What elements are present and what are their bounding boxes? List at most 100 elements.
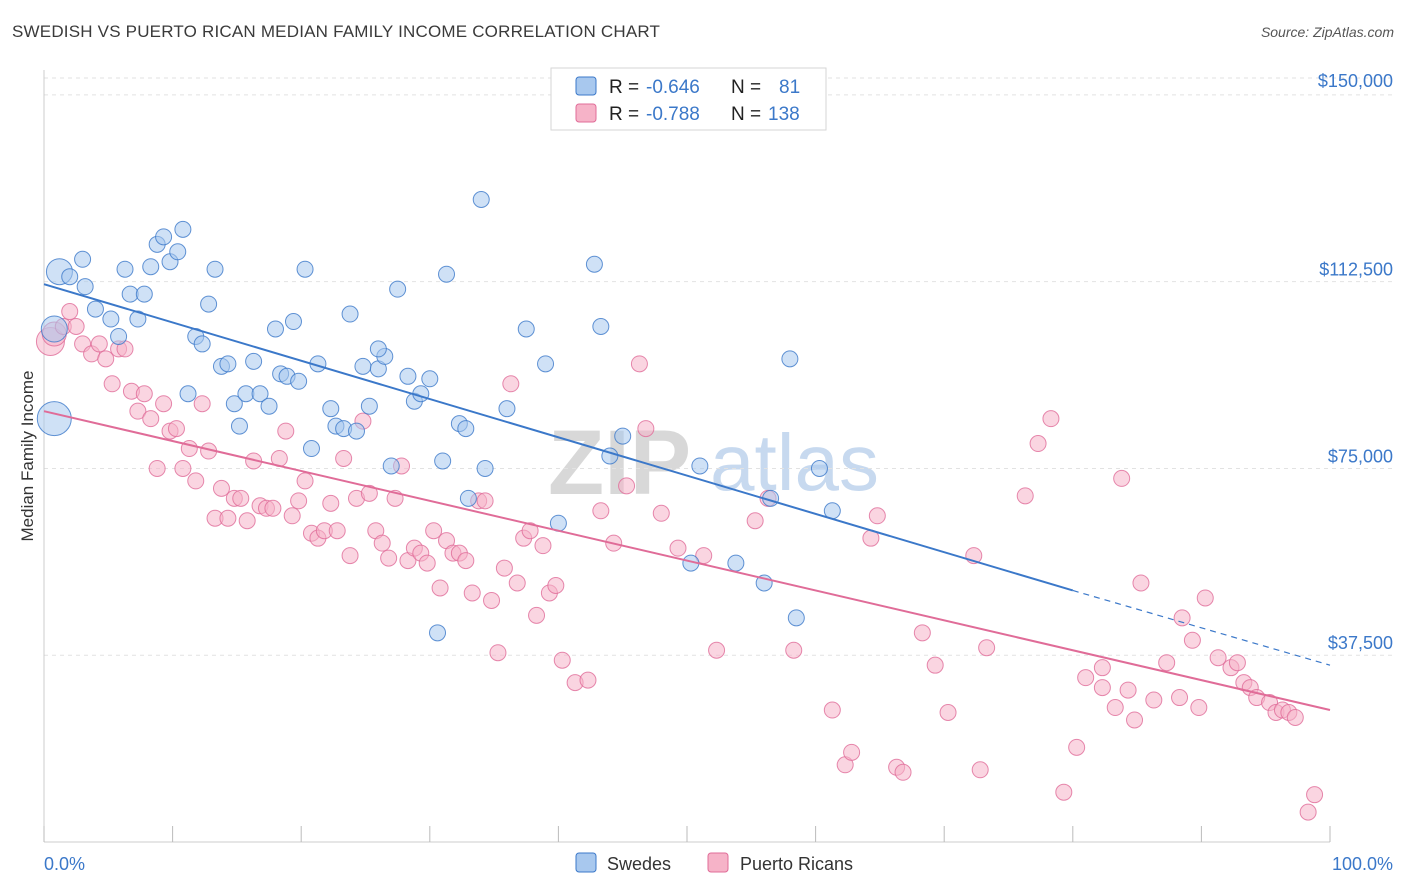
data-point bbox=[212, 479, 230, 497]
y-axis-label: Median Family Income bbox=[18, 370, 37, 541]
data-point bbox=[1093, 659, 1111, 677]
data-point bbox=[498, 400, 516, 418]
data-point bbox=[614, 427, 632, 445]
data-point bbox=[508, 574, 526, 592]
watermark-atlas: atlas bbox=[710, 418, 879, 507]
data-point bbox=[369, 340, 387, 358]
data-point bbox=[135, 285, 153, 303]
data-point bbox=[592, 502, 610, 520]
trend-line-swedes-extension bbox=[1072, 589, 1331, 666]
data-point bbox=[290, 492, 308, 510]
data-point bbox=[483, 591, 501, 609]
data-point bbox=[148, 459, 166, 477]
data-point bbox=[787, 609, 805, 627]
data-point bbox=[283, 507, 301, 525]
data-point bbox=[354, 357, 372, 375]
data-point bbox=[245, 352, 263, 370]
data-point bbox=[926, 656, 944, 674]
data-point bbox=[36, 401, 72, 437]
trend-line-swedes bbox=[43, 283, 1074, 592]
data-point bbox=[200, 295, 218, 313]
data-point bbox=[230, 417, 248, 435]
data-point bbox=[347, 422, 365, 440]
data-point bbox=[277, 422, 295, 440]
data-point bbox=[537, 355, 555, 373]
data-point bbox=[463, 584, 481, 602]
data-point bbox=[135, 385, 153, 403]
data-point bbox=[425, 522, 443, 540]
y-tick-label: $37,500 bbox=[1328, 633, 1393, 653]
data-point bbox=[129, 402, 147, 420]
data-point bbox=[843, 743, 861, 761]
data-point bbox=[534, 537, 552, 555]
legend-n-value: 81 bbox=[779, 77, 800, 98]
legend-r-value: -0.788 bbox=[646, 104, 700, 125]
legend-label-puerto-ricans: Puerto Ricans bbox=[740, 854, 853, 874]
data-point bbox=[746, 512, 764, 530]
data-point bbox=[978, 639, 996, 657]
data-point bbox=[785, 641, 803, 659]
data-point bbox=[438, 265, 456, 283]
data-point bbox=[142, 258, 160, 276]
data-point bbox=[155, 395, 173, 413]
legend-r-label: R = bbox=[609, 77, 639, 98]
data-point bbox=[238, 512, 256, 530]
data-point bbox=[971, 761, 989, 779]
legend-r-value: -0.646 bbox=[646, 77, 700, 98]
data-point bbox=[155, 228, 173, 246]
data-point bbox=[251, 385, 269, 403]
series-puerto-ricans bbox=[35, 303, 1324, 821]
data-point bbox=[179, 385, 197, 403]
data-point bbox=[1299, 803, 1317, 821]
data-point bbox=[1145, 691, 1163, 709]
legend-swatch-swedes bbox=[575, 852, 597, 873]
data-point bbox=[169, 243, 187, 261]
data-point bbox=[434, 452, 452, 470]
data-point bbox=[781, 350, 799, 368]
data-point bbox=[322, 400, 340, 418]
data-point bbox=[1306, 786, 1324, 804]
data-point bbox=[187, 472, 205, 490]
data-point bbox=[637, 420, 655, 438]
data-point bbox=[476, 492, 494, 510]
y-tick-label: $112,500 bbox=[1319, 260, 1393, 280]
data-point bbox=[341, 305, 359, 323]
data-point bbox=[502, 375, 520, 393]
data-point bbox=[341, 547, 359, 565]
data-point bbox=[553, 651, 571, 669]
data-point bbox=[913, 624, 931, 642]
x-tick-label: 0.0% bbox=[44, 854, 85, 874]
legend-n-value: 138 bbox=[768, 104, 800, 125]
data-point bbox=[296, 260, 314, 278]
watermark: ZIP atlas bbox=[548, 412, 879, 514]
data-point bbox=[1158, 654, 1176, 672]
data-point bbox=[457, 420, 475, 438]
data-point bbox=[193, 335, 211, 353]
data-point bbox=[1173, 609, 1191, 627]
data-point bbox=[823, 701, 841, 719]
axes bbox=[43, 70, 1331, 843]
data-point bbox=[1029, 435, 1047, 453]
data-point bbox=[528, 606, 546, 624]
data-point bbox=[894, 763, 912, 781]
data-point bbox=[1106, 699, 1124, 717]
data-point bbox=[868, 507, 886, 525]
data-point bbox=[174, 459, 192, 477]
data-point bbox=[219, 355, 237, 373]
y-tick-labels: $37,500 $75,000 $112,500 $150,000 bbox=[1318, 71, 1393, 653]
data-point bbox=[335, 449, 353, 467]
data-point bbox=[225, 395, 243, 413]
data-point bbox=[476, 459, 494, 477]
data-point bbox=[939, 704, 957, 722]
data-point bbox=[86, 300, 104, 318]
data-point bbox=[669, 539, 687, 557]
data-point bbox=[260, 397, 278, 415]
data-point bbox=[121, 285, 139, 303]
data-point bbox=[284, 313, 302, 331]
data-point bbox=[1209, 649, 1227, 667]
data-point bbox=[290, 372, 308, 390]
data-point bbox=[585, 255, 603, 273]
data-point bbox=[1068, 738, 1086, 756]
data-point bbox=[1196, 589, 1214, 607]
data-point bbox=[103, 375, 121, 393]
